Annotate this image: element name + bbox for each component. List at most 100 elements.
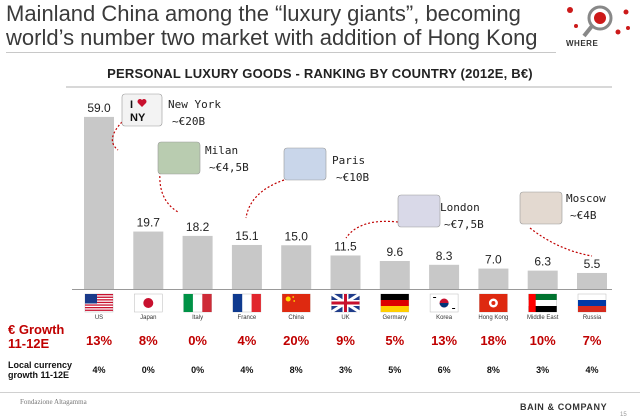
callout-arrow bbox=[245, 179, 285, 219]
local-growth-value: 0% bbox=[191, 365, 205, 375]
local-growth-label: Local currency growth 11-12E bbox=[8, 360, 73, 380]
page-number: 15 bbox=[620, 412, 627, 418]
bar-value-label: 19.7 bbox=[137, 216, 161, 230]
bar-china bbox=[281, 245, 312, 289]
local-growth-value: 6% bbox=[437, 365, 451, 375]
germany-flag-icon bbox=[380, 293, 410, 313]
chart-title: PERSONAL LUXURY GOODS - RANKING BY COUNT… bbox=[107, 66, 533, 81]
euro-growth-value: 0% bbox=[188, 333, 207, 348]
callout-amount-label: ~€7,5B bbox=[444, 218, 484, 231]
category-label: China bbox=[288, 315, 304, 321]
category-label: Middle East bbox=[527, 315, 559, 321]
callout-amount-label: ~€10B bbox=[336, 171, 369, 184]
title-underline bbox=[66, 86, 612, 88]
bar-france bbox=[231, 244, 262, 289]
euro-growth-value: 10% bbox=[529, 333, 556, 348]
local-growth-value: 5% bbox=[388, 365, 402, 375]
euro-growth-value: 13% bbox=[431, 333, 458, 348]
callout-city-label: New York bbox=[168, 98, 221, 111]
callout-city-label: London bbox=[440, 201, 480, 214]
us-flag-icon bbox=[84, 293, 114, 313]
bar-value-label: 15.0 bbox=[285, 229, 309, 243]
bar-germany bbox=[379, 261, 410, 289]
euro-growth-value: 4% bbox=[237, 333, 257, 348]
euro-growth-value: 5% bbox=[385, 333, 405, 348]
euro-growth-value: 7% bbox=[582, 333, 602, 348]
local-growth-value: 4% bbox=[240, 365, 254, 375]
italian-flag-cake-icon bbox=[157, 141, 201, 175]
uae-flag-icon bbox=[528, 293, 557, 313]
euro-growth-value: 13% bbox=[85, 333, 113, 348]
bar-uk bbox=[330, 255, 361, 289]
svg-text:I: I bbox=[130, 99, 133, 111]
footer-divider bbox=[0, 392, 640, 393]
local-growth-value: 3% bbox=[536, 365, 550, 375]
euro-growth-row: 13% 8% 0% 4% 20% 9% 5% 13% 18% 10% 7% bbox=[0, 333, 640, 349]
bar-italy bbox=[182, 235, 213, 289]
category-label: Japan bbox=[140, 315, 156, 321]
bar-value-label: 15.1 bbox=[235, 229, 259, 243]
bar-us bbox=[84, 116, 114, 290]
local-growth-value: 3% bbox=[338, 365, 352, 375]
euro-growth-value: 20% bbox=[283, 333, 310, 348]
category-label: Korea bbox=[436, 315, 453, 321]
china-flag-icon bbox=[281, 293, 311, 313]
callout-city-label: Milan bbox=[205, 144, 238, 157]
local-growth-value: 0% bbox=[141, 365, 155, 375]
bar-value-label: 59.0 bbox=[87, 101, 111, 115]
local-growth-value: 8% bbox=[289, 365, 303, 375]
euro-growth-label: € Growth 11-12E bbox=[8, 322, 65, 351]
callout-arrow bbox=[529, 227, 593, 257]
callout-city-label: Paris bbox=[332, 154, 365, 167]
bain-logo: BAIN & COMPANY bbox=[520, 402, 608, 412]
category-label: UK bbox=[341, 315, 349, 321]
local-growth-value: 8% bbox=[486, 365, 500, 375]
category-label: France bbox=[238, 315, 257, 321]
bar-value-label: 9.6 bbox=[386, 245, 403, 259]
paris-eiffel-flag-icon bbox=[283, 147, 327, 181]
where-logo-icon bbox=[567, 5, 630, 38]
slide-headline: Mainland China among the “luxury giants”… bbox=[6, 1, 538, 50]
callout-amount-label: ~€20B bbox=[172, 115, 205, 128]
euro-growth-value: 9% bbox=[336, 333, 355, 348]
bar-korea bbox=[429, 264, 460, 289]
callout-city-label: Moscow bbox=[566, 192, 606, 205]
matryoshka-doll-icon bbox=[519, 191, 563, 225]
category-label: Russia bbox=[583, 315, 602, 321]
category-label: US bbox=[95, 315, 103, 321]
local-growth-value: 4% bbox=[585, 365, 599, 375]
bar-value-label: 7.0 bbox=[485, 253, 502, 267]
japan-flag-icon bbox=[134, 293, 163, 313]
bar-japan bbox=[133, 231, 164, 289]
category-label: Hong Kong bbox=[478, 315, 508, 321]
russia-flag-icon bbox=[577, 293, 607, 313]
where-logo-label: WHERE bbox=[566, 39, 599, 48]
bar-value-label: 8.3 bbox=[436, 249, 453, 263]
uk-flag-icon bbox=[330, 292, 361, 314]
korea-flag-icon bbox=[429, 293, 459, 313]
bar-value-label: 6.3 bbox=[534, 255, 551, 269]
euro-growth-value: 18% bbox=[480, 333, 507, 348]
callout-amount-label: ~€4,5B bbox=[209, 161, 249, 174]
bar-russia bbox=[577, 272, 607, 289]
category-label: Germany bbox=[382, 315, 407, 321]
union-jack-cupcakes-icon bbox=[397, 194, 441, 228]
euro-growth-value: 8% bbox=[138, 333, 158, 348]
headline-divider bbox=[6, 52, 556, 53]
hong-kong-flag-icon bbox=[479, 293, 508, 313]
bar-value-label: 5.5 bbox=[584, 257, 601, 271]
bar-value-label: 11.5 bbox=[334, 239, 357, 253]
callout-amount-label: ~€4B bbox=[570, 209, 597, 222]
bar-hong-kong bbox=[478, 268, 509, 289]
local-growth-value: 4% bbox=[92, 365, 106, 375]
callout-arrow bbox=[159, 171, 179, 213]
callout-arrow bbox=[345, 220, 399, 239]
bar-value-label: 18.2 bbox=[186, 220, 210, 234]
bar-middle-east bbox=[527, 270, 558, 289]
italy-flag-icon bbox=[183, 293, 212, 313]
category-label: Italy bbox=[192, 315, 203, 321]
local-growth-row: 4% 0% 0% 4% 8% 3% 5% 6% 8% 3% 4% bbox=[0, 365, 640, 381]
foundation-logo: Fondazione Altagamma bbox=[20, 398, 87, 406]
svg-text:NY: NY bbox=[130, 112, 146, 124]
